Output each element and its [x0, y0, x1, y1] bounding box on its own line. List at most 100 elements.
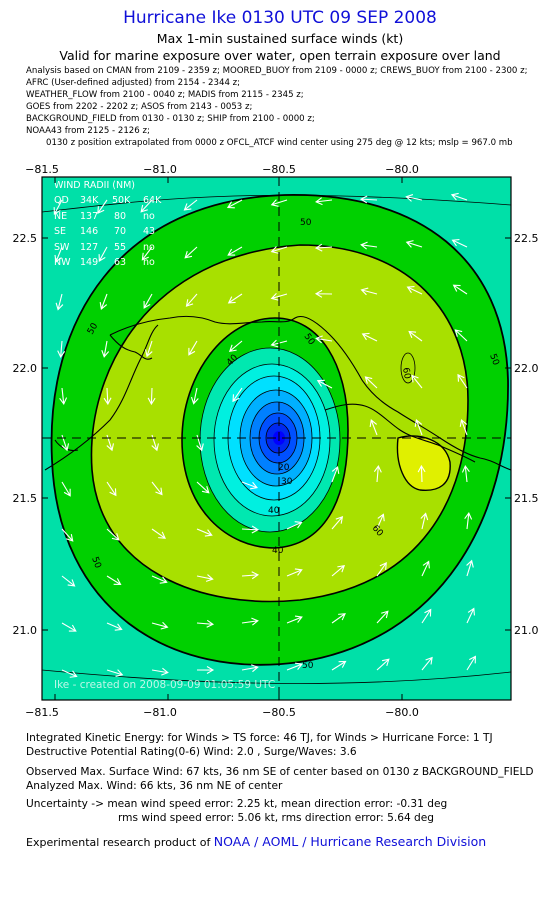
wind-arrow	[185, 293, 198, 307]
contour-label: 40	[268, 506, 280, 516]
wind-arrow	[331, 613, 346, 624]
wind-arrow	[411, 374, 423, 389]
wind-arrow	[331, 564, 346, 577]
wind-arrow	[232, 387, 243, 403]
created-watermark: Ike - created on 2008-09-09 01:05:59 UTC	[54, 679, 275, 691]
wind-arrow	[286, 662, 303, 671]
wind-arrow	[106, 528, 120, 541]
lat-tick-left: 22.5	[13, 232, 38, 245]
wind-arrow	[454, 329, 468, 342]
wind-arrow	[360, 241, 378, 250]
source-line: NOAA43 from 2125 - 2126 z;	[26, 126, 150, 136]
wind-arrow	[405, 240, 423, 248]
wind-arrow	[183, 199, 198, 211]
lon-tick-top: −80.0	[385, 163, 419, 176]
wind-arrow	[103, 387, 112, 406]
wind-peak-area	[397, 436, 451, 491]
wind-arrow	[315, 335, 333, 344]
cuba-coastline	[44, 315, 511, 471]
wind-arrow	[59, 387, 68, 405]
wind-arrow	[196, 481, 210, 494]
wind-arrow	[61, 481, 71, 497]
contour-label: 60	[400, 367, 412, 380]
credit-prefix: Experimental research product of	[26, 836, 211, 849]
wind-arrow	[364, 376, 378, 389]
wind-arrow	[228, 340, 243, 353]
wind-arrow	[61, 575, 76, 587]
wind-arrow	[420, 512, 429, 530]
wind-arrow	[151, 621, 169, 630]
wind-arrow	[331, 516, 344, 530]
wind-arrow	[196, 666, 215, 675]
contour-label: 50	[487, 353, 500, 367]
wind-arrow	[151, 667, 169, 676]
uncertainty-mean: Uncertainty -> mean wind speed error: 2.…	[26, 798, 448, 810]
position-note: 0130 z position extrapolated from 0000 z…	[46, 138, 513, 148]
wind-arrow	[450, 192, 468, 201]
source-line: Analysis based on CMAN from 2109 - 2359 …	[26, 66, 528, 76]
wind-arrow	[376, 658, 390, 671]
wind-arrow	[147, 387, 156, 406]
wind-arrow	[196, 528, 213, 537]
wind-arrow	[97, 199, 108, 215]
wind-arrow	[314, 289, 333, 298]
wind-arrow	[414, 418, 423, 436]
wind-arrow	[241, 664, 259, 673]
contour-label: 30	[281, 477, 293, 487]
wind-arrow	[196, 574, 214, 582]
wind-arrow	[190, 387, 199, 405]
contour-label: 50	[302, 661, 314, 671]
wind-arrow	[106, 622, 123, 631]
wind-arrow	[151, 575, 168, 584]
wind-arrow	[106, 481, 117, 497]
wind-arrow	[55, 293, 64, 311]
source-line: WEATHER_FLOW from 2100 - 0040 z; MADIS f…	[26, 90, 304, 100]
wind-arrow	[188, 340, 198, 356]
wind-arrow	[227, 293, 243, 304]
wind-arrow	[106, 575, 122, 586]
wind-arrow	[241, 525, 260, 534]
wind-arrow	[405, 194, 423, 202]
wind-arrow	[466, 655, 476, 671]
lat-tick-right: 21.5	[514, 492, 539, 505]
lat-tick-left: 22.0	[13, 362, 38, 375]
wind-arrow	[421, 656, 433, 671]
wind-arrow	[461, 465, 470, 483]
axis-labels: −81.5 −81.0 −80.5 −80.0 −81.5 −81.0 −80.…	[13, 163, 539, 719]
wind-arrow	[196, 619, 215, 628]
wind-vectors	[53, 192, 476, 678]
wind-arrow	[331, 660, 347, 671]
wind-arrow	[145, 340, 153, 358]
wind-arrow	[101, 340, 110, 358]
credit-line: Experimental research product of NOAA / …	[26, 834, 486, 849]
lon-tick-top: −81.0	[143, 163, 177, 176]
wind-arrow	[315, 197, 333, 206]
wind-analysis-map: 50 50 50 50 50 50 60 60 40 40 40 30 20 W…	[0, 160, 560, 720]
wind-arrow	[151, 481, 163, 496]
wind-arrow	[106, 669, 124, 677]
map-frame	[41, 176, 512, 701]
contour-label: 50	[300, 218, 312, 228]
wind-arrow	[140, 199, 153, 213]
wind-arrow	[53, 199, 63, 216]
wind-arrow	[151, 528, 166, 539]
wind-arrow	[270, 246, 288, 254]
wind-arrow	[421, 560, 430, 577]
wind-arrow	[241, 481, 258, 490]
lon-tick-bottom: −81.5	[25, 706, 59, 719]
lon-tick-bottom: −81.0	[143, 706, 177, 719]
uncertainty-rms: rms wind speed error: 5.06 kt, rms direc…	[118, 812, 435, 824]
wind-arrow	[61, 622, 77, 632]
wind-arrow	[57, 340, 66, 359]
wind-arrow	[226, 199, 243, 209]
wind-arrow	[406, 285, 423, 295]
lat-tick-right: 22.0	[514, 362, 539, 375]
wind-arrow	[421, 608, 432, 624]
contour-label: 50	[89, 556, 102, 570]
wind-arrow	[359, 195, 378, 204]
wind-arrow	[408, 330, 423, 342]
credit-org-link[interactable]: NOAA / AOML / Hurricane Research Divisio…	[213, 834, 487, 849]
